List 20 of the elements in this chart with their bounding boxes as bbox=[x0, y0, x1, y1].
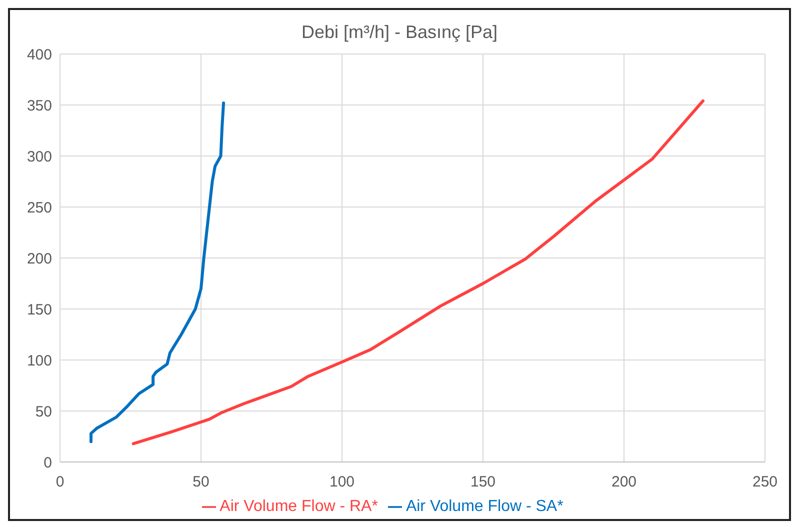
y-tick-label: 150 bbox=[26, 301, 52, 318]
x-tick-label: 100 bbox=[329, 474, 355, 491]
y-tick-label: 250 bbox=[26, 199, 52, 216]
y-tick-label: 400 bbox=[26, 46, 52, 64]
line-series bbox=[132, 99, 704, 446]
chart-title: Debi [m³/h] - Basınç [Pa] bbox=[300, 22, 499, 44]
y-tick-label: 300 bbox=[26, 148, 52, 166]
legend-label: Air Volume Flow - SA* bbox=[406, 498, 564, 515]
x-tick-label: 200 bbox=[611, 474, 637, 491]
x-tick-label: 250 bbox=[752, 474, 778, 491]
line-series bbox=[90, 101, 226, 444]
y-tick-label: 200 bbox=[26, 250, 52, 268]
y-tick-label: 350 bbox=[26, 97, 52, 114]
x-tick-label: 50 bbox=[192, 474, 210, 491]
y-tick-label: 0 bbox=[44, 454, 52, 472]
x-tick-label: 0 bbox=[56, 474, 64, 491]
y-tick-label: 100 bbox=[26, 352, 52, 370]
legend-label: Air Volume Flow - RA* bbox=[220, 498, 378, 515]
y-tick-label: 50 bbox=[35, 403, 52, 420]
x-tick-label: 150 bbox=[470, 474, 496, 491]
